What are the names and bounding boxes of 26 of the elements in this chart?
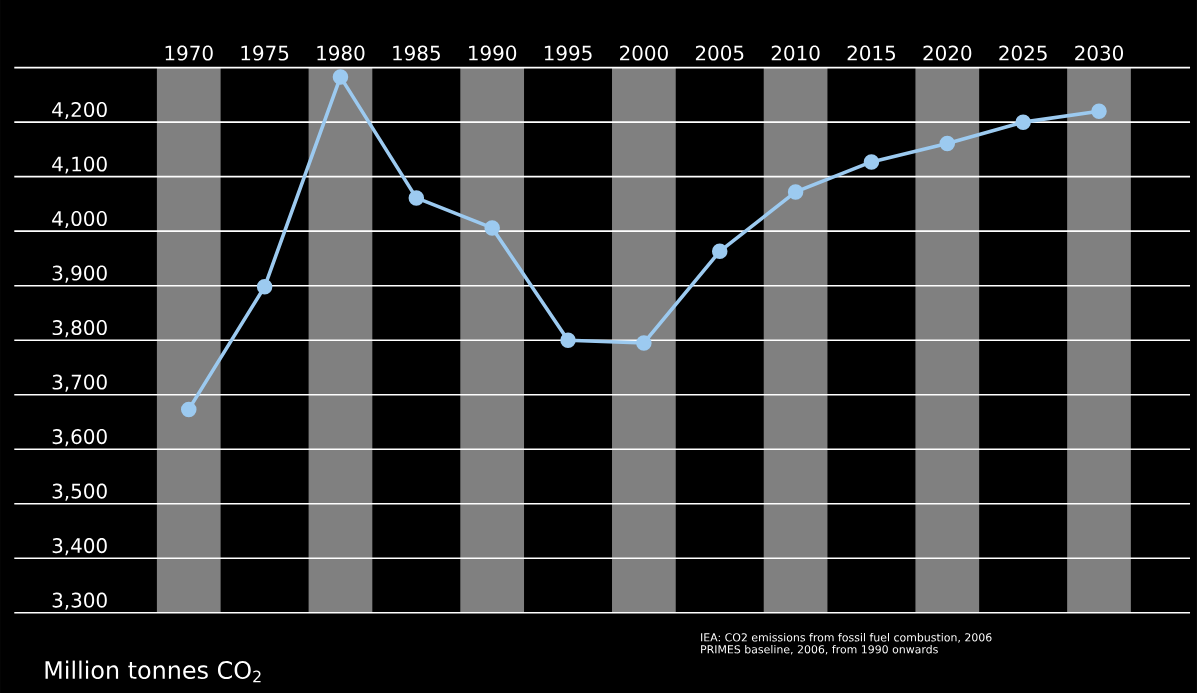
x-tick-label: 1995 — [544, 45, 592, 61]
x-tick-label: 2025 — [999, 45, 1047, 61]
y-tick-label: 3,600 — [52, 428, 107, 446]
y-tick-label: 4,100 — [52, 156, 107, 174]
x-tick-label: 2010 — [771, 45, 820, 61]
text: Million tonnes CO$_{2}$ — [45, 660, 261, 683]
y-tick-label: 3,400 — [52, 537, 107, 556]
y-tick-label: 3,700 — [52, 374, 107, 392]
text: PRIMES baseline, 2006, from 1990 onwards — [701, 644, 938, 655]
x-tick-label: 2015 — [847, 45, 896, 61]
y-tick-label: 4,200 — [52, 101, 107, 119]
x-tick-label: 2030 — [1075, 45, 1124, 61]
x-tick-label: 1970 — [165, 45, 213, 61]
x-tick-label: 1985 — [393, 45, 440, 61]
x-tick-label: 2005 — [695, 45, 744, 61]
x-tick-label: 1990 — [469, 45, 517, 61]
y-tick-label: 3,900 — [52, 265, 107, 283]
x-tick-label: 1975 — [241, 45, 289, 61]
x-tick-label: 2000 — [620, 45, 668, 61]
x-tick-label: 1980 — [317, 45, 365, 61]
y-tick-label: 3,800 — [52, 319, 107, 337]
y-tick-label: 4,000 — [52, 210, 107, 228]
x-tick-label: 2020 — [923, 45, 972, 61]
y-tick-label: 3,500 — [52, 483, 107, 501]
y-tick-label: 3,300 — [52, 592, 107, 610]
text: IEA: CO2 emissions from fossil fuel combustion, 2006 — [701, 632, 992, 643]
